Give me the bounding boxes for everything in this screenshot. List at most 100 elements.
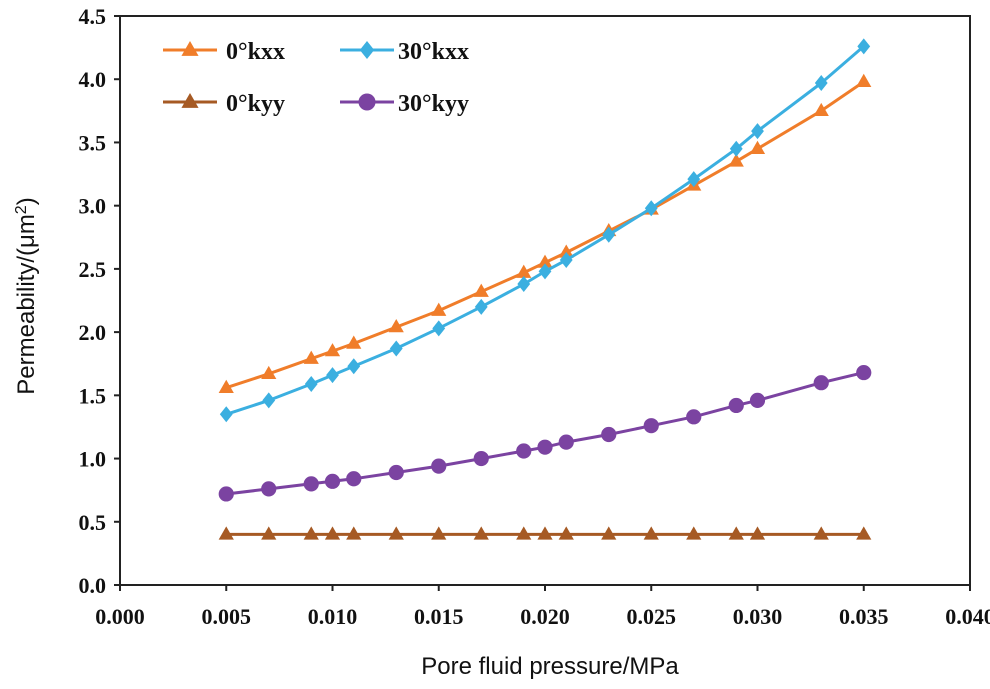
data-point	[558, 526, 574, 540]
data-point	[516, 264, 532, 278]
data-point	[602, 226, 616, 243]
x-ticks: 0.000 0.005 0.010 0.015 0.020 0.025 0.030 0.035…	[95, 585, 990, 629]
series-1	[219, 38, 871, 423]
data-point	[218, 526, 234, 540]
data-point	[814, 75, 828, 92]
data-point	[473, 283, 489, 297]
legend-label: 0°kxx	[226, 39, 285, 65]
data-point	[218, 486, 234, 502]
x-tick-label: 0.000	[95, 604, 145, 629]
data-point	[261, 481, 277, 497]
data-point	[558, 434, 574, 450]
legend-marker	[358, 93, 376, 111]
data-point	[219, 406, 233, 423]
legend-item: 0°kyy	[163, 91, 285, 117]
y-tick-label: 0.5	[79, 510, 107, 535]
x-axis-title: Pore fluid pressure/MPa	[421, 653, 679, 680]
data-point	[431, 458, 447, 474]
x-tick-label: 0.030	[733, 604, 783, 629]
data-point	[601, 426, 617, 443]
legend-item: 30°kyy	[340, 91, 469, 117]
data-point	[728, 153, 744, 167]
y-tick-label: 4.5	[79, 4, 107, 29]
x-tick-label: 0.040	[945, 604, 990, 629]
x-tick-label: 0.015	[414, 604, 464, 629]
legend-marker	[181, 93, 199, 108]
series-3	[218, 364, 872, 502]
y-axis-title-main: Permeability/(μm	[13, 214, 40, 395]
x-tick-label: 0.010	[308, 604, 358, 629]
data-point	[346, 335, 362, 349]
data-point	[516, 443, 532, 459]
data-point	[431, 526, 447, 540]
data-point	[538, 263, 552, 280]
data-point	[304, 375, 318, 392]
data-point	[686, 409, 702, 425]
data-point	[218, 379, 234, 393]
data-point	[687, 171, 701, 188]
legend: 0°kxx 30°kxx 0°kyy 30°kyy	[163, 39, 469, 117]
y-tick-label: 2.5	[79, 257, 107, 282]
data-point	[346, 471, 362, 487]
y-axis-title: Permeability/(μm2)	[13, 197, 41, 394]
data-point	[729, 140, 743, 157]
series-line	[225, 80, 865, 390]
data-point	[516, 526, 532, 540]
data-point	[347, 358, 361, 375]
y-tick-label: 1.5	[79, 383, 107, 408]
data-point	[431, 302, 447, 316]
data-point	[643, 526, 659, 540]
data-point	[643, 418, 659, 434]
data-point	[388, 526, 404, 540]
data-point	[856, 364, 872, 381]
data-point	[749, 526, 766, 540]
y-tick-label: 3.5	[79, 130, 107, 155]
y-tick-label: 0.0	[79, 573, 107, 598]
data-point	[388, 319, 404, 333]
data-point	[324, 526, 341, 540]
data-point	[856, 73, 872, 87]
y-axis-title-superscript: 2	[13, 205, 30, 214]
series-line	[225, 45, 865, 416]
data-point	[473, 450, 489, 467]
data-point	[644, 200, 658, 217]
x-tick-label: 0.025	[627, 604, 677, 629]
legend-label: 0°kyy	[226, 91, 285, 117]
data-point	[432, 320, 446, 337]
data-point	[389, 340, 403, 357]
data-point	[601, 526, 617, 540]
series-line	[226, 371, 865, 496]
data-point	[262, 392, 276, 409]
data-point	[324, 473, 341, 489]
x-tick-label: 0.005	[202, 604, 252, 629]
data-point	[728, 397, 744, 414]
y-axis-title-end: )	[13, 197, 40, 205]
data-point	[303, 526, 319, 540]
data-point	[326, 367, 339, 384]
data-point	[473, 526, 489, 540]
data-point	[303, 350, 319, 364]
data-point	[324, 343, 341, 357]
data-point	[749, 140, 766, 154]
data-point	[749, 392, 766, 408]
data-point	[751, 123, 764, 140]
y-ticks: 0.0 0.5 1.0 1.5 2.0 2.5 3.0 3.5 4.0 4.5	[79, 4, 120, 598]
data-point	[686, 526, 702, 540]
data-point	[559, 252, 573, 269]
legend-item: 0°kxx	[163, 39, 285, 65]
legend-label: 30°kyy	[398, 91, 469, 117]
x-tick-label: 0.020	[520, 604, 570, 629]
series-0	[218, 73, 872, 393]
data-point	[346, 526, 362, 540]
x-tick-label: 0.035	[839, 604, 889, 629]
data-point	[537, 254, 553, 268]
legend-marker	[181, 41, 199, 56]
legend-item: 30°kxx	[340, 39, 469, 65]
data-point	[474, 298, 488, 315]
data-point	[813, 102, 829, 117]
data-point	[517, 276, 531, 293]
data-point	[728, 526, 744, 540]
series-layer	[218, 38, 872, 540]
data-point	[261, 526, 277, 540]
data-point	[537, 526, 553, 540]
